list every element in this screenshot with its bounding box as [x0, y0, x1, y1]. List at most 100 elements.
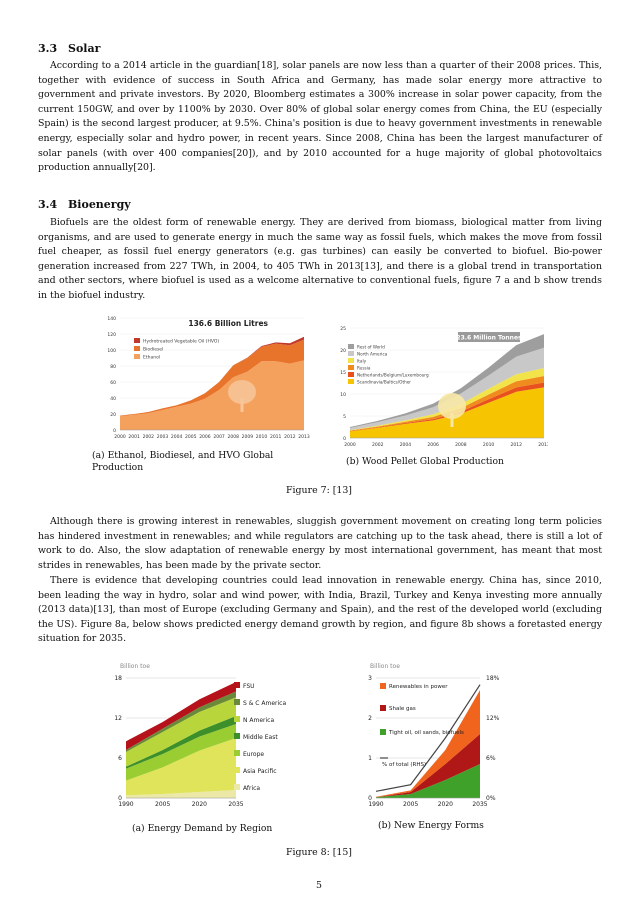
section-title: Solar — [68, 42, 101, 55]
y-tick-label: 40 — [110, 396, 116, 402]
y2-tick-label: 18% — [486, 675, 500, 682]
section-number: 3.4 — [38, 198, 58, 211]
legend-swatch-n-america — [234, 716, 240, 722]
y-tick-label: 6 — [118, 755, 122, 762]
x-tick-label: 2000 — [114, 434, 126, 440]
legend-swatch-renewables-in-power — [380, 683, 386, 689]
legend-label-tight-oil-oil-sands-biofuels: Tight oil, oil sands, biofuels — [388, 730, 464, 736]
y2-tick-label: 12% — [486, 715, 500, 722]
x-tick-label: 2005 — [155, 801, 170, 808]
y2-tick-label: 6% — [486, 755, 496, 762]
legend-label-middle-east: Middle East — [243, 734, 278, 741]
leaf-icon — [228, 380, 256, 404]
y-tick-label: 140 — [107, 316, 116, 322]
paragraph-developing-countries: There is evidence that developing countr… — [38, 575, 602, 645]
legend-swatch-russia — [348, 365, 354, 370]
figure-8-label: Figure 8: [15] — [286, 847, 352, 858]
y-tick-label: 20 — [340, 348, 346, 354]
area-ethanol — [120, 360, 304, 430]
x-tick-label: 2013 — [298, 434, 310, 440]
legend-swatch-north-america — [348, 351, 354, 356]
y-axis-title: Billion toe — [120, 663, 150, 670]
legend-label-biodiesel: Biodiesel — [143, 347, 163, 353]
y-tick-label: 0 — [113, 428, 116, 434]
legend-swatch-italy — [348, 358, 354, 363]
x-tick-label: 2008 — [228, 434, 240, 440]
x-tick-label: 2010 — [256, 434, 268, 440]
figure-7b-caption: (b) Wood Pellet Global Production — [346, 456, 504, 467]
area-n-america — [126, 697, 236, 767]
legend-swatch-s-c-america — [234, 699, 240, 705]
y-tick-label: 15 — [340, 370, 346, 376]
legend-swatch-hydrotreated-vegetable-oil-hvo — [134, 338, 140, 343]
area-renewables-in-power — [376, 690, 480, 798]
legend-label-fsu: FSU — [243, 683, 255, 690]
area-italy — [350, 368, 544, 431]
legend-label-s-c-america: S & C America — [243, 700, 286, 707]
y-tick-label: 10 — [340, 392, 346, 398]
legend-swatch-middle-east — [234, 733, 240, 739]
x-tick-label: 2009 — [242, 434, 254, 440]
legend-label-renewables-in-power: Renewables in power — [389, 684, 448, 690]
y-tick-label: 25 — [340, 326, 346, 332]
legend-label-north-america: North America — [357, 352, 388, 357]
legend-label-europe: Europe — [243, 751, 264, 758]
x-tick-label: 2010 — [483, 442, 495, 448]
legend-label-netherlands-belgium-luxembourg: Netherlands/Belgium/Luxembourg — [357, 373, 429, 378]
area-hydrotreated-vegetable-oil-hvo — [120, 336, 304, 416]
x-tick-label: 2005 — [185, 434, 197, 440]
y-tick-label: 0 — [343, 436, 346, 442]
area-rest-of-world — [350, 334, 544, 428]
legend-label-hydrotreated-vegetable-oil-hvo: Hydrotreated Vegetable Oil (HVO) — [143, 339, 219, 345]
leaf-stem-icon — [450, 413, 454, 427]
area-europe — [126, 724, 236, 781]
x-tick-label: 2012 — [511, 442, 523, 448]
legend-swatch-biodiesel — [134, 346, 140, 351]
x-tick-label: 1990 — [368, 801, 383, 808]
legend-swatch-ethanol — [134, 354, 140, 359]
y-tick-label: 1 — [368, 755, 372, 762]
figure-8a-chart: 0 6 12 18 1990 2005 2020 2035 Billion toe FSU S & … — [112, 660, 308, 816]
y-tick-label: 2 — [368, 715, 372, 722]
area-fsu — [126, 682, 236, 750]
x-tick-label: 2005 — [403, 801, 418, 808]
legend-label-asia-pacific: Asia Pacific — [243, 768, 277, 775]
y-tick-label: 12 — [114, 715, 122, 722]
legend-label-italy: Italy — [357, 359, 367, 364]
figure-8a-caption: (a) Energy Demand by Region — [132, 823, 273, 834]
area-shale-gas — [376, 734, 480, 798]
section-heading-solar: 3.3 Solar — [38, 42, 100, 55]
x-tick-label: 2020 — [192, 801, 207, 808]
legend-swatch-asia-pacific — [234, 767, 240, 773]
y-tick-label: 80 — [110, 364, 116, 370]
x-tick-label: 2003 — [157, 434, 169, 440]
x-tick-label: 2001 — [128, 434, 140, 440]
legend-swatch-netherlands-belgium-luxembourg — [348, 372, 354, 377]
legend-swatch-scandinavia-baltics-other — [348, 379, 354, 384]
y-tick-label: 100 — [107, 348, 116, 354]
legend-swatch-tight-oil-oil-sands-biofuels — [380, 729, 386, 735]
x-tick-label: 2013 — [538, 442, 548, 448]
x-tick-label: 2035 — [228, 801, 243, 808]
line-percent-of-total — [375, 684, 481, 792]
x-tick-label: 2004 — [171, 434, 183, 440]
y2-tick-label: 0% — [486, 795, 496, 802]
legend-label-rest-of-world: Rest of World — [357, 345, 385, 350]
leaf-icon — [438, 393, 466, 419]
area-asia-pacific — [126, 738, 236, 796]
x-tick-label: 2000 — [344, 442, 356, 448]
figure-7a-caption: (a) Ethanol, Biodiesel, and HVO Global P… — [92, 450, 274, 473]
area-scandinavia-baltics-other — [350, 387, 544, 438]
legend-label-percent-of-total: % of total (RHS) — [382, 762, 426, 768]
page-number: 5 — [316, 880, 322, 891]
x-tick-label: 2020 — [438, 801, 453, 808]
y-tick-label: 20 — [110, 412, 116, 418]
area-tight-oil-oil-sands-biofuels — [376, 764, 480, 798]
x-tick-label: 2008 — [455, 442, 467, 448]
area-africa — [126, 790, 236, 798]
figure-7-label: Figure 7: [13] — [286, 485, 352, 496]
leaf-stem-icon — [240, 398, 244, 412]
legend-label-scandinavia-baltics-other: Scandinavia/Baltics/Other — [357, 380, 411, 385]
legend-label-ethanol: Ethanol — [143, 355, 160, 361]
figure-7b-chart: 0 5 10 15 20 25 2000 2002 2004 2006 2008 2010 2012 20… — [332, 318, 548, 450]
